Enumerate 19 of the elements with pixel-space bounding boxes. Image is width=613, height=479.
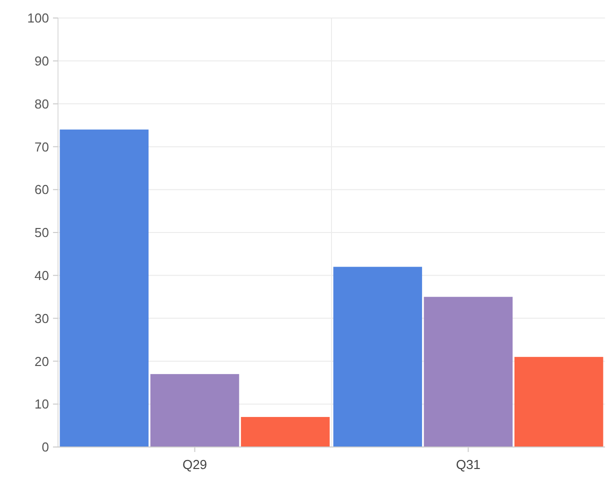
y-tick-label: 30	[34, 310, 49, 326]
y-tick-label: 20	[34, 354, 49, 369]
bar	[514, 356, 604, 447]
bar	[333, 266, 422, 447]
bar	[424, 296, 513, 447]
y-tick-label: 10	[34, 396, 49, 412]
y-tick-label: 60	[34, 182, 49, 198]
bar	[150, 374, 240, 447]
y-tick-label: 100	[27, 10, 49, 26]
y-tick-label: 0	[42, 440, 49, 455]
y-tick-label: 90	[34, 53, 49, 68]
y-tick-label: 70	[34, 139, 49, 154]
y-tick-label: 50	[34, 225, 49, 240]
bar	[240, 416, 330, 447]
y-tick-label: 80	[34, 96, 49, 112]
y-tick-label: 40	[34, 268, 49, 283]
bar	[60, 130, 149, 447]
x-tick-label: Q29	[182, 457, 208, 472]
x-tick-label: Q31	[456, 457, 481, 472]
